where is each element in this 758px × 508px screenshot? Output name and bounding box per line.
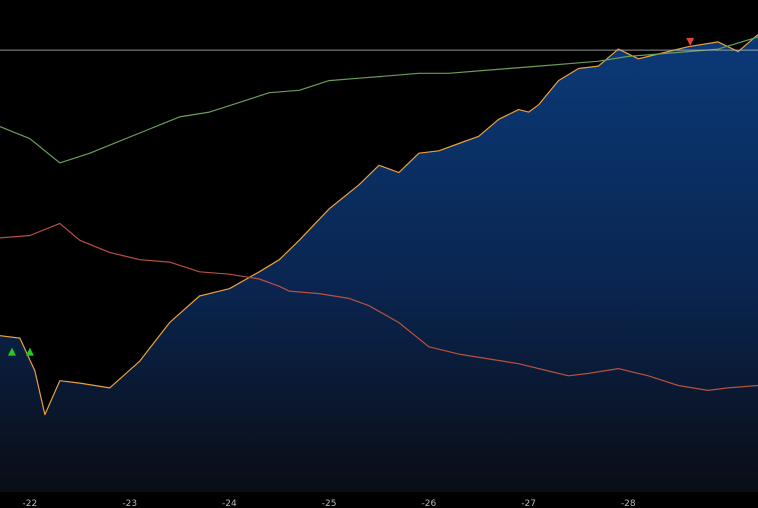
- x-tick-label: -26: [422, 499, 437, 508]
- price-area-layer: [0, 34, 758, 492]
- x-axis: -22 -23 -24 -25 -26 -27 -28: [23, 499, 636, 508]
- x-tick-label: -27: [521, 499, 536, 508]
- sell-marker: [686, 37, 695, 46]
- green-line-series: [0, 36, 758, 164]
- x-tick-label: -23: [122, 499, 137, 508]
- red-line-series: [0, 222, 758, 391]
- series-line-layer: [0, 34, 758, 416]
- x-tick-label: -28: [621, 499, 636, 508]
- buy-marker: [25, 347, 34, 356]
- x-tick-label: -24: [222, 499, 237, 508]
- price-area-series: [0, 34, 758, 416]
- price-area-fill: [0, 34, 758, 492]
- x-tick-label: -25: [322, 499, 337, 508]
- x-tick-label: -22: [23, 499, 38, 508]
- trade-marker-layer: [7, 37, 695, 356]
- buy-marker: [7, 347, 16, 356]
